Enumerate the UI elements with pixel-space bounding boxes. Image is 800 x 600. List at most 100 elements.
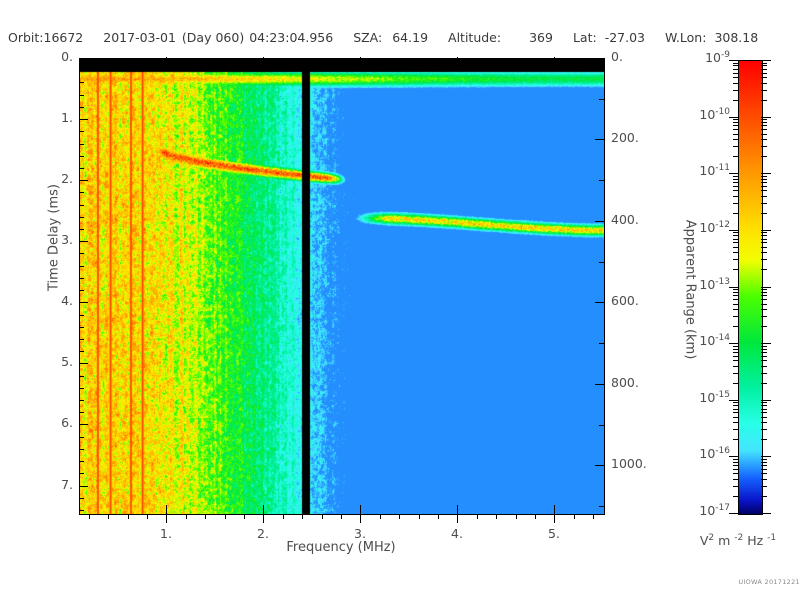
y-tick-major-right (595, 221, 604, 222)
x-tick-minor (186, 514, 187, 519)
x-tick-minor (399, 514, 400, 519)
y-tick-major-left (79, 180, 88, 181)
colorbar-tick-minor (761, 405, 767, 406)
colorbar-tick-exponent: -9 (721, 49, 730, 60)
colorbar-tick-mantissa: 10 (699, 277, 716, 292)
colorbar-tick-minor (761, 412, 767, 413)
y-tick-label-right: 400. (611, 212, 639, 227)
colorbar-tick-mantissa: 10 (699, 220, 716, 235)
y-tick-minor-left (79, 278, 84, 279)
y-tick-minor-left (79, 388, 84, 389)
x-tick-major-top-inner (263, 505, 264, 514)
colorbar-tick-minor (761, 326, 767, 327)
y-tick-minor-left (79, 144, 84, 145)
colorbar-tick-minor (733, 156, 739, 157)
x-tick-major-top-inner (457, 505, 458, 514)
colorbar-tick-minor (761, 77, 767, 78)
colorbar-tick-minor (733, 409, 739, 410)
colorbar-tick-minor (733, 139, 739, 140)
colorbar-tick-label: 10-16 (674, 446, 730, 461)
y-tick-major-left (79, 241, 88, 242)
watermark: UIOWA 20171221 (738, 578, 800, 586)
y-tick-major-right (595, 384, 604, 385)
colorbar-tick-minor (761, 125, 767, 126)
colorbar-tick-minor (761, 119, 767, 120)
colorbar-tick-minor (733, 119, 739, 120)
y-tick-minor-left (79, 131, 84, 132)
y-tick-major-right (595, 465, 604, 466)
colorbar-tick-label: 10-14 (674, 333, 730, 348)
colorbar-gradient (739, 61, 762, 514)
x-tick-label: 2. (257, 526, 269, 541)
colorbar-tick-minor (761, 383, 767, 384)
colorbar-tick-right (761, 456, 771, 457)
colorbar-tick-minor (733, 179, 739, 180)
y-axis-title-left: Time Delay (ms) (46, 184, 62, 291)
colorbar-tick-minor (733, 182, 739, 183)
y-tick-minor-right (599, 425, 604, 426)
colorbar-tick-minor (733, 366, 739, 367)
colorbar-tick-left (729, 230, 739, 231)
colorbar-tick-left (729, 513, 739, 514)
x-tick-major (166, 514, 167, 523)
colorbar-tick-minor (733, 465, 739, 466)
y-tick-minor-left (79, 412, 84, 413)
colorbar-tick-exponent: -11 (715, 162, 730, 173)
colorbar-tick-minor (761, 366, 767, 367)
colorbar-tick-minor (761, 309, 767, 310)
colorbar-tick-mantissa: 10 (699, 333, 716, 348)
y-tick-minor-left (79, 70, 84, 71)
colorbar-tick-mantissa: 10 (705, 50, 722, 65)
colorbar-tick-left (729, 400, 739, 401)
colorbar-tick-left (729, 343, 739, 344)
colorbar-tick-minor (761, 465, 767, 466)
colorbar-tick-minor (761, 356, 767, 357)
colorbar-tick-minor (733, 134, 739, 135)
x-tick-major-top (457, 57, 458, 63)
unit-m: m (714, 533, 735, 548)
colorbar-tick-minor (733, 356, 739, 357)
unit-v: V (699, 533, 709, 548)
colorbar-tick-minor (733, 69, 739, 70)
y-tick-major-left (79, 58, 88, 59)
colorbar-tick-right (761, 60, 771, 61)
y-tick-minor-right (599, 506, 604, 507)
colorbar-tick-minor (733, 352, 739, 353)
y-tick-label-right: 600. (611, 293, 639, 308)
colorbar-tick-minor (761, 459, 767, 460)
y-tick-minor-left (79, 266, 84, 267)
colorbar-tick-right (761, 173, 771, 174)
lat-label: Lat: (572, 30, 597, 45)
x-tick-minor (225, 514, 226, 519)
y-tick-minor-left (79, 217, 84, 218)
colorbar-tick-minor (761, 352, 767, 353)
colorbar-tick-minor (733, 259, 739, 260)
y-tick-label-left: 6. (61, 415, 73, 430)
x-tick-minor (438, 514, 439, 519)
x-tick-minor (535, 514, 536, 519)
y-tick-minor-right (599, 262, 604, 263)
y-tick-minor-left (79, 82, 84, 83)
altitude-label: Altitude: (448, 30, 502, 45)
colorbar-tick-minor (733, 232, 739, 233)
colorbar-tick-label: 10-10 (674, 107, 730, 122)
colorbar-tick-minor (761, 360, 767, 361)
y-tick-minor-left (79, 327, 84, 328)
colorbar-tick-right (761, 230, 771, 231)
colorbar-tick-minor (733, 349, 739, 350)
colorbar-tick-minor (761, 129, 767, 130)
y-tick-minor-left (79, 461, 84, 462)
x-tick-minor (128, 514, 129, 519)
colorbar-tick-right (761, 287, 771, 288)
colorbar-tick-minor (761, 469, 767, 470)
unit-m-exp: -2 (734, 532, 744, 543)
colorbar-tick-label: 10-17 (674, 503, 730, 518)
y-tick-major-right (595, 58, 604, 59)
colorbar-tick-exponent: -15 (715, 389, 730, 400)
plot-header: Orbit:16672 2017-03-01 (Day 060) 04:23:04.9… (0, 30, 800, 45)
colorbar-tick-minor (733, 289, 739, 290)
y-tick-minor-right (599, 343, 604, 344)
colorbar-tick-right (761, 400, 771, 401)
colorbar-tick-minor (761, 69, 767, 70)
colorbar-tick-minor (733, 429, 739, 430)
